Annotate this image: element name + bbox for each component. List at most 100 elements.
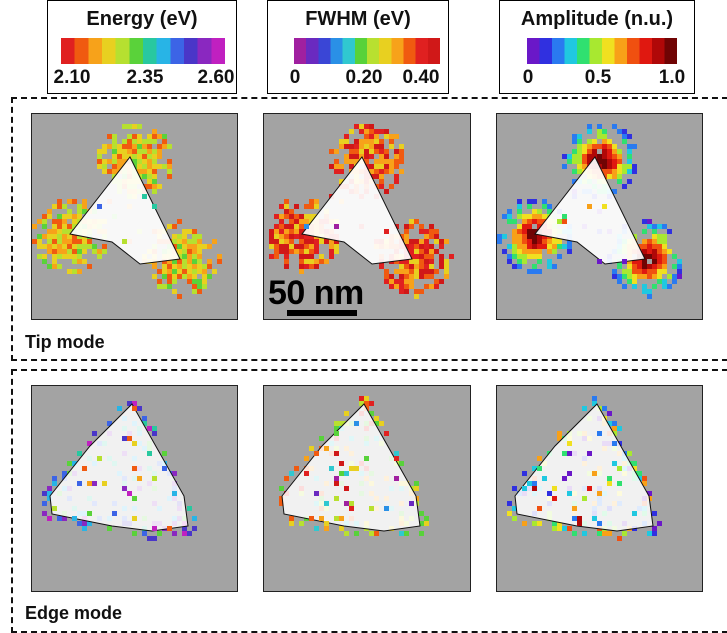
map-pixel	[384, 169, 389, 174]
map-pixel	[632, 466, 637, 471]
map-pixel	[652, 229, 657, 234]
map-pixel	[517, 259, 522, 264]
map-pixel	[642, 254, 647, 259]
tip-energy-map	[31, 113, 238, 320]
map-pixel	[517, 254, 522, 259]
map-pixel	[587, 159, 592, 164]
map-pixel	[172, 279, 177, 284]
map-pixel	[344, 139, 349, 144]
map-pixel	[197, 249, 202, 254]
map-pixel	[152, 179, 157, 184]
map-pixel	[652, 249, 657, 254]
map-pixel	[309, 214, 314, 219]
map-pixel	[632, 279, 637, 284]
map-pixel	[567, 491, 572, 496]
map-pixel	[279, 501, 284, 506]
map-pixel	[349, 129, 354, 134]
map-pixel	[72, 224, 77, 229]
map-pixel	[122, 124, 127, 129]
map-pixel	[274, 254, 279, 259]
map-pixel	[324, 521, 329, 526]
map-pixel	[424, 234, 429, 239]
map-pixel	[652, 244, 657, 249]
map-pixel	[662, 239, 667, 244]
map-pixel	[602, 134, 607, 139]
map-pixel	[557, 521, 562, 526]
map-pixel	[662, 224, 667, 229]
map-pixel	[537, 521, 542, 526]
map-pixel	[147, 536, 152, 541]
map-pixel	[537, 506, 542, 511]
map-pixel	[517, 249, 522, 254]
map-pixel	[537, 254, 542, 259]
map-pixel	[309, 259, 314, 264]
map-pixel	[502, 234, 507, 239]
map-pixel	[57, 239, 62, 244]
map-pixel	[419, 511, 424, 516]
map-pixel	[379, 139, 384, 144]
map-pixel	[329, 244, 334, 249]
map-pixel	[557, 254, 562, 259]
map-pixel	[52, 254, 57, 259]
map-pixel	[577, 134, 582, 139]
map-pixel	[369, 149, 374, 154]
map-pixel	[284, 209, 289, 214]
map-pixel	[157, 144, 162, 149]
map-pixel	[217, 254, 222, 259]
map-pixel	[62, 214, 67, 219]
map-pixel	[542, 199, 547, 204]
map-pixel	[582, 531, 587, 536]
map-pixel	[172, 244, 177, 249]
map-pixel	[202, 274, 207, 279]
map-pixel	[602, 129, 607, 134]
map-pixel	[162, 134, 167, 139]
fwhm-tick-mid: 0.20	[345, 67, 383, 88]
map-pixel	[424, 269, 429, 274]
map-pixel	[112, 144, 117, 149]
map-pixel	[532, 214, 537, 219]
map-pixel	[429, 249, 434, 254]
map-pixel	[107, 159, 112, 164]
map-pixel	[192, 249, 197, 254]
map-pixel	[572, 139, 577, 144]
map-pixel	[97, 154, 102, 159]
map-pixel	[657, 274, 662, 279]
map-pixel	[167, 259, 172, 264]
map-pixel	[662, 254, 667, 259]
map-pixel	[369, 169, 374, 174]
map-pixel	[662, 264, 667, 269]
map-pixel	[582, 406, 587, 411]
map-pixel	[192, 264, 197, 269]
map-pixel	[304, 264, 309, 269]
map-pixel	[364, 129, 369, 134]
map-pixel	[419, 239, 424, 244]
map-pixel	[314, 249, 319, 254]
map-pixel	[284, 224, 289, 229]
map-pixel	[557, 219, 562, 224]
map-pixel	[47, 264, 52, 269]
map-pixel	[102, 144, 107, 149]
map-pixel	[627, 159, 632, 164]
map-pixel	[152, 139, 157, 144]
map-pixel	[147, 169, 152, 174]
energy-colorbar	[61, 38, 225, 64]
map-pixel	[147, 144, 152, 149]
map-pixel	[602, 159, 607, 164]
map-pixel	[607, 139, 612, 144]
map-pixel	[602, 139, 607, 144]
map-pixel	[532, 264, 537, 269]
map-pixel	[202, 284, 207, 289]
map-pixel	[542, 214, 547, 219]
map-pixel	[197, 244, 202, 249]
map-pixel	[157, 531, 162, 536]
map-pixel	[617, 264, 622, 269]
map-pixel	[444, 274, 449, 279]
map-pixel	[62, 204, 67, 209]
map-pixel	[424, 244, 429, 249]
map-pixel	[167, 164, 172, 169]
map-pixel	[567, 154, 572, 159]
map-pixel	[157, 269, 162, 274]
map-pixel	[522, 259, 527, 264]
map-pixel	[592, 401, 597, 406]
map-pixel	[617, 279, 622, 284]
